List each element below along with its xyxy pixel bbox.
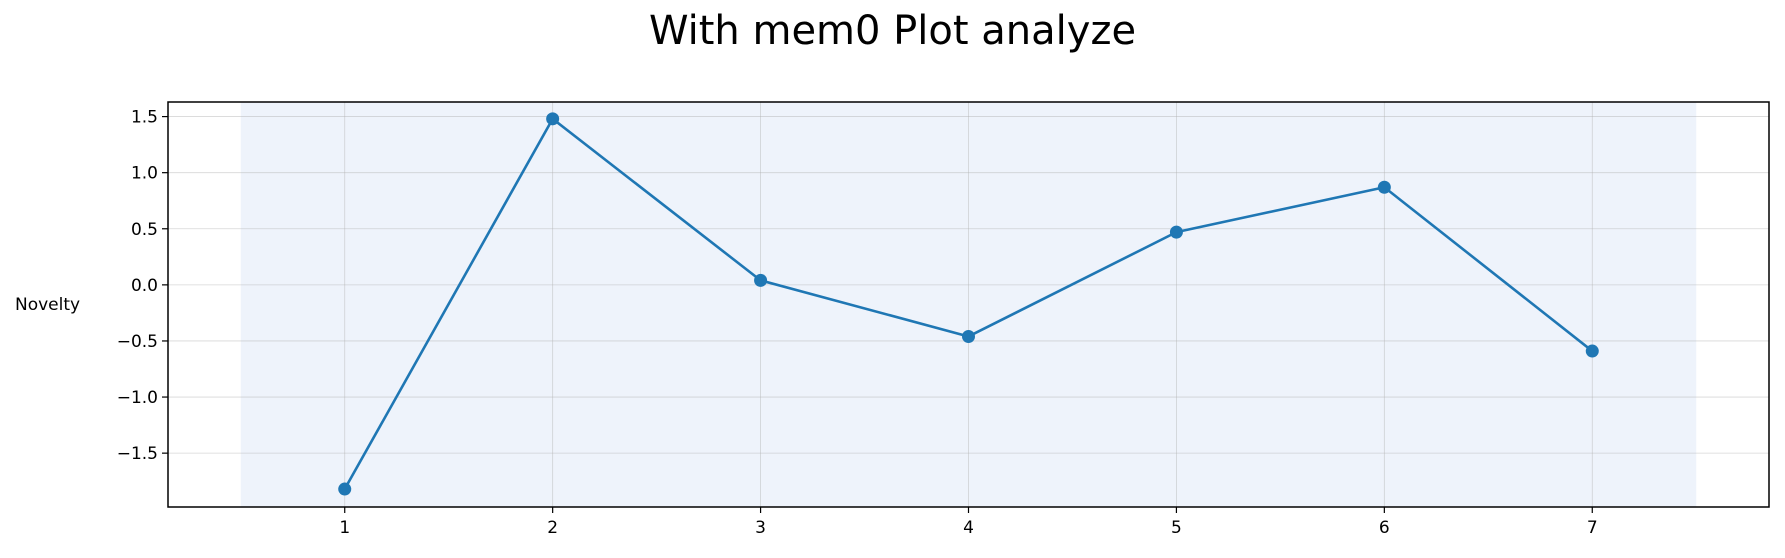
data-point (338, 482, 352, 496)
data-point (754, 273, 768, 287)
data-point (1377, 180, 1391, 194)
x-tick-label: 3 (755, 518, 766, 538)
chart-title: With mem0 Plot analyze (648, 8, 1137, 54)
data-point (1169, 225, 1183, 239)
x-tick-label: 1 (339, 518, 350, 538)
series-layer (338, 112, 1599, 496)
y-tick-label: 0.0 (131, 276, 158, 296)
y-tick-label: −0.5 (117, 332, 158, 352)
y-tick-label: −1.5 (117, 444, 158, 464)
x-tick-label: 4 (963, 518, 974, 538)
x-tick-label: 7 (1587, 518, 1598, 538)
y-tick-label: 0.5 (131, 220, 158, 240)
y-tick-label: 1.0 (131, 164, 158, 184)
data-point (1585, 344, 1599, 358)
x-tick-label: 2 (547, 518, 558, 538)
x-tick-label: 6 (1379, 518, 1390, 538)
y-axis-label: Novelty (15, 295, 80, 315)
y-tick-label: 1.5 (131, 108, 158, 128)
data-point (546, 112, 560, 126)
tick-layer: 1 2 3 4 5 6 7 1.5 1.0 0.5 0.0 −0.5 −1.0 −1.5 (117, 108, 1598, 538)
x-tick-label: 5 (1171, 518, 1182, 538)
y-tick-label: −1.0 (117, 388, 158, 408)
data-point (962, 329, 975, 343)
